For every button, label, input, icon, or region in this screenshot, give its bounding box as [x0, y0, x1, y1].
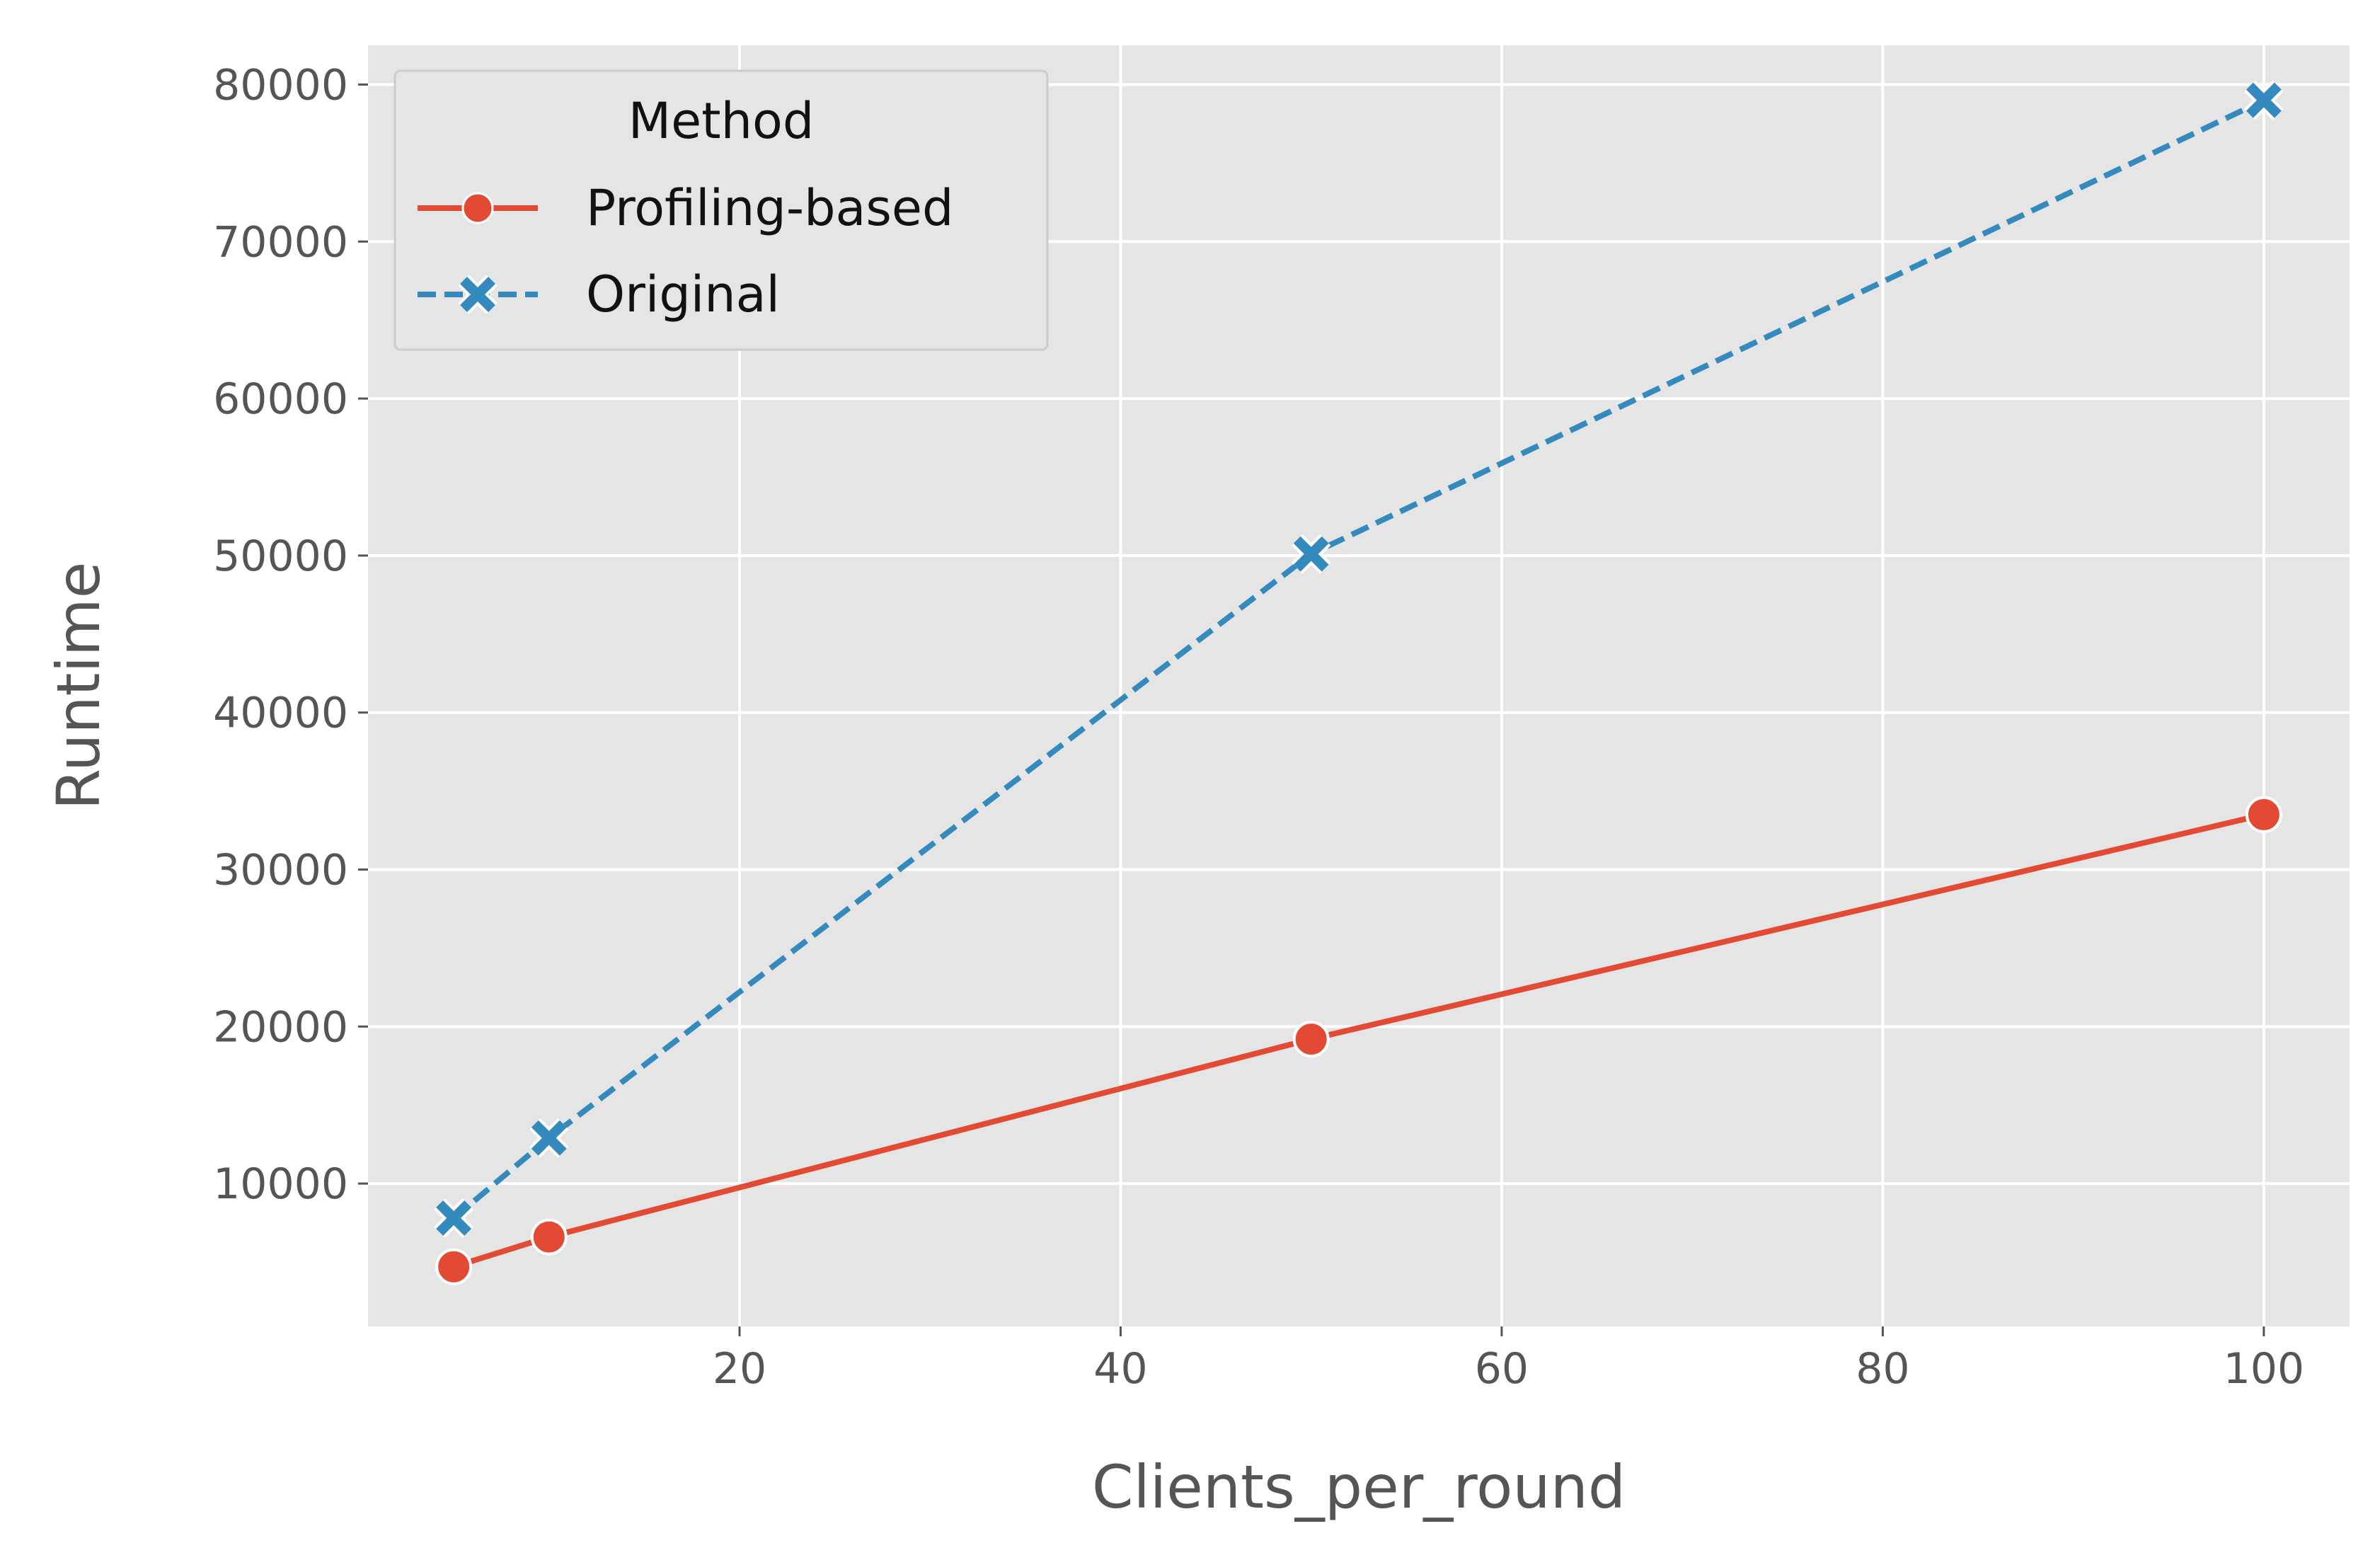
- data-point-profiling-based: [435, 1248, 473, 1285]
- series-line-profiling-based: [452, 811, 2265, 1270]
- axis-ticks: 20 40 60 80 100 10000 20000 30000 40000 50000 6000…: [213, 60, 2304, 1394]
- y-tick-label: 10000: [213, 1159, 348, 1209]
- y-tick-label: 30000: [213, 846, 348, 895]
- series-line-original: [452, 98, 2265, 1221]
- y-tick-label: 50000: [213, 532, 348, 581]
- data-point-original: [529, 1118, 569, 1158]
- legend-marker-x-fill: [460, 277, 495, 312]
- legend: Method Profiling-based Original: [393, 69, 1049, 351]
- data-point-original: [2244, 80, 2284, 120]
- x-tick-label: 80: [1856, 1344, 1909, 1394]
- data-point-mark: [1293, 536, 1329, 572]
- y-axis-title: Runtime: [44, 562, 113, 810]
- data-point-mark: [436, 1200, 472, 1236]
- x-axis-title: Clients_per_round: [1092, 1452, 1626, 1522]
- y-tick-label: 70000: [213, 217, 348, 267]
- x-tick-label: 60: [1475, 1344, 1529, 1394]
- legend-marker-circle: [461, 192, 494, 224]
- x-tick-label: 20: [713, 1344, 766, 1394]
- data-point-original: [434, 1198, 473, 1238]
- legend-label-profiling-based: Profiling-based: [586, 179, 953, 237]
- x-tick-label: 40: [1093, 1344, 1147, 1394]
- y-tick-label: 40000: [213, 689, 348, 738]
- data-point-profiling-based: [2245, 796, 2282, 833]
- data-series: [434, 80, 2284, 1285]
- data-point-profiling-based: [530, 1218, 568, 1256]
- y-tick-label: 60000: [213, 374, 348, 424]
- data-point-original: [1291, 534, 1331, 574]
- y-tick-label: 80000: [213, 60, 348, 110]
- data-point-mark: [531, 1120, 567, 1156]
- data-point-profiling-based: [1292, 1021, 1330, 1058]
- legend-box: [393, 69, 1049, 351]
- legend-label-original: Original: [586, 265, 780, 323]
- grid-lines: [368, 45, 2350, 1326]
- data-point-mark: [2246, 82, 2282, 118]
- legend-title: Method: [628, 92, 815, 150]
- x-tick-label: 100: [2224, 1344, 2305, 1394]
- y-tick-label: 20000: [213, 1002, 348, 1052]
